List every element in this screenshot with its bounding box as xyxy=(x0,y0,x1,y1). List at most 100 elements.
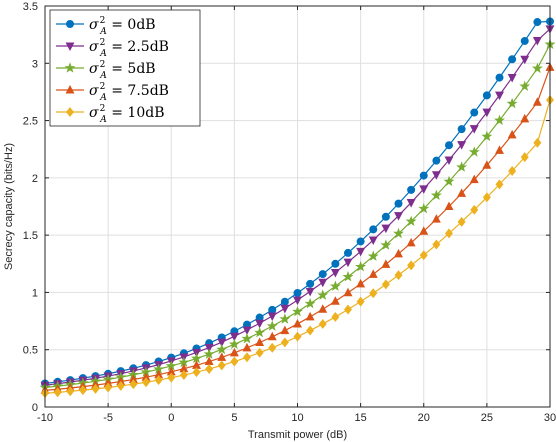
x-tick-label: 30 xyxy=(544,412,556,424)
data-point xyxy=(407,260,416,271)
data-point xyxy=(495,179,504,190)
data-point xyxy=(482,108,492,118)
data-point xyxy=(368,236,378,246)
data-point xyxy=(280,325,290,335)
data-point xyxy=(306,279,315,288)
data-point xyxy=(329,280,341,291)
data-point xyxy=(482,160,492,169)
data-point xyxy=(430,189,442,201)
data-point xyxy=(406,237,416,247)
data-point xyxy=(342,270,354,282)
legend-entry: σ2 A = 0dB xyxy=(56,16,156,37)
data-point xyxy=(267,331,277,341)
data-point xyxy=(520,152,529,163)
data-point xyxy=(406,199,416,208)
data-point xyxy=(394,270,403,281)
data-point xyxy=(242,326,252,335)
data-point xyxy=(228,338,240,349)
legend-label: σ2 A = 10dB xyxy=(89,104,165,125)
data-point xyxy=(241,332,253,344)
data-point xyxy=(204,343,214,353)
data-point xyxy=(254,326,266,338)
data-point xyxy=(331,311,340,322)
data-point xyxy=(531,62,543,74)
legend-marker xyxy=(66,107,74,117)
y-tick-label: 2 xyxy=(32,173,38,185)
data-point xyxy=(280,337,289,348)
data-point xyxy=(266,320,278,331)
data-point xyxy=(91,383,100,394)
data-point xyxy=(293,296,302,306)
data-point xyxy=(330,268,340,278)
data-point xyxy=(482,192,491,203)
data-point xyxy=(470,108,479,117)
data-point xyxy=(432,239,441,250)
data-point xyxy=(356,278,366,288)
data-point xyxy=(78,385,87,396)
data-point xyxy=(192,367,201,378)
data-point xyxy=(533,137,542,148)
data-point xyxy=(508,166,517,176)
series-0 xyxy=(41,17,555,388)
data-point xyxy=(394,199,403,208)
data-point xyxy=(217,360,226,371)
data-point xyxy=(306,325,315,336)
data-point xyxy=(431,214,441,223)
data-point xyxy=(217,338,227,348)
x-tick-label: -10 xyxy=(37,412,53,424)
data-point xyxy=(495,73,504,82)
series-4 xyxy=(41,94,554,399)
data-point xyxy=(268,342,277,353)
x-tick-label: 5 xyxy=(231,412,237,424)
data-point xyxy=(507,73,517,83)
data-point xyxy=(418,202,430,214)
data-point xyxy=(520,55,530,65)
data-point xyxy=(508,55,517,64)
data-point xyxy=(216,343,228,355)
data-point xyxy=(104,382,113,393)
x-tick-label: 10 xyxy=(291,412,303,424)
data-point xyxy=(318,304,328,313)
legend-entry: σ2 A = 7.5dB xyxy=(56,82,169,103)
y-tick-label: 3.5 xyxy=(23,1,38,13)
legend-label: σ2 A = 0dB xyxy=(89,16,156,37)
data-point xyxy=(443,175,455,187)
data-point xyxy=(494,114,505,125)
data-point xyxy=(268,305,277,314)
data-point xyxy=(280,304,290,314)
data-point xyxy=(293,318,302,328)
legend-marker xyxy=(65,42,75,51)
data-point xyxy=(520,36,529,45)
data-point xyxy=(419,250,428,261)
data-point xyxy=(279,313,291,324)
data-point xyxy=(305,311,315,321)
data-point xyxy=(369,288,378,299)
data-point xyxy=(469,125,479,134)
data-point xyxy=(355,261,367,272)
legend-marker xyxy=(65,85,75,94)
data-point xyxy=(532,36,542,46)
data-point xyxy=(405,215,417,227)
data-point xyxy=(468,146,480,157)
data-point xyxy=(344,304,352,315)
data-point xyxy=(255,347,264,358)
data-point xyxy=(380,239,392,250)
data-point xyxy=(419,171,428,180)
data-point xyxy=(318,318,327,329)
data-point xyxy=(66,386,75,397)
data-point xyxy=(203,348,215,359)
data-point xyxy=(205,363,214,374)
data-point xyxy=(318,270,327,279)
legend-entry: σ2 A = 2.5dB xyxy=(56,38,169,59)
data-point xyxy=(318,278,328,288)
axis-ticks: -10 -5 0 5 10 15 20 25 30 0 0.5 1 1.5 2 2.5 3 3.5 xyxy=(23,1,556,424)
x-tick-label: -5 xyxy=(103,412,113,424)
data-point xyxy=(419,185,429,194)
series-layer xyxy=(39,17,556,399)
data-point xyxy=(507,129,517,139)
data-point xyxy=(343,287,353,297)
data-point xyxy=(179,370,188,381)
legend-label: σ2 A = 5dB xyxy=(89,60,156,81)
data-point xyxy=(432,156,441,165)
